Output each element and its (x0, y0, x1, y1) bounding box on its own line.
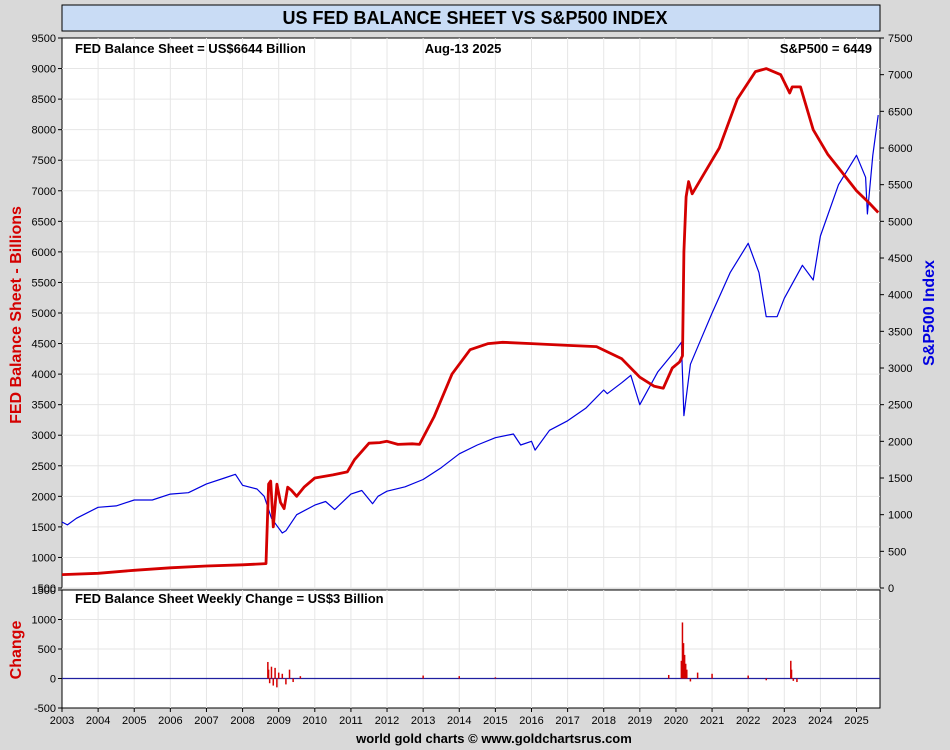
left-tick-label: 2000 (32, 491, 56, 503)
right-tick-label: 6500 (888, 106, 912, 118)
year-axis-ticks: 2003 2004 2005 2006 2007 2008 2009 2010 2011 2012… (50, 708, 869, 727)
right-tick-label: 7500 (888, 33, 912, 45)
right-tick-label: 2000 (888, 436, 912, 448)
year-tick-label: 2009 (266, 715, 290, 727)
change-tick-label: 1500 (32, 585, 56, 597)
change-axis-ticks: -500 0 500 1000 1500 (32, 585, 62, 715)
left-tick-label: 1500 (32, 522, 56, 534)
year-tick-label: 2007 (194, 715, 218, 727)
left-tick-label: 6000 (32, 247, 56, 259)
left-tick-label: 8500 (32, 94, 56, 106)
year-tick-label: 2013 (411, 715, 435, 727)
right-tick-label: 7000 (888, 70, 912, 82)
fed-series-line (61, 67, 880, 576)
right-tick-label: 3000 (888, 363, 912, 375)
year-tick-label: 2024 (808, 715, 832, 727)
left-tick-label: 9500 (32, 33, 56, 45)
year-tick-label: 2005 (122, 715, 146, 727)
right-tick-label: 5000 (888, 216, 912, 228)
footer-credit: world gold charts © www.goldchartsrus.co… (355, 731, 632, 746)
date-annotation: Aug-13 2025 (425, 41, 502, 56)
fed-value-annotation: FED Balance Sheet = US$6644 Billion (75, 41, 306, 56)
right-tick-label: 1500 (888, 473, 912, 485)
year-tick-label: 2012 (375, 715, 399, 727)
left-tick-label: 3500 (32, 400, 56, 412)
change-series (62, 622, 880, 688)
year-tick-label: 2003 (50, 715, 74, 727)
title-bar (61, 4, 881, 32)
year-tick-label: 2017 (555, 715, 579, 727)
left-tick-label: 5500 (32, 277, 56, 289)
right-tick-label: 3500 (888, 326, 912, 338)
year-tick-label: 2014 (447, 715, 471, 727)
year-tick-label: 2019 (628, 715, 652, 727)
left-axis-title: FED Balance Sheet - Billions (8, 206, 25, 424)
left-tick-label: 5000 (32, 308, 56, 320)
spx-value-annotation: S&P500 = 6449 (780, 41, 872, 56)
main-gridlines (62, 38, 880, 589)
year-tick-label: 2010 (303, 715, 327, 727)
right-tick-label: 4500 (888, 253, 912, 265)
year-tick-label: 2023 (772, 715, 796, 727)
chart-title: US FED BALANCE SHEET VS S&P500 INDEX (282, 8, 667, 28)
left-tick-label: 7500 (32, 155, 56, 167)
year-tick-label: 2006 (158, 715, 182, 727)
main-series (61, 67, 880, 576)
year-tick-label: 2022 (736, 715, 760, 727)
year-tick-label: 2018 (591, 715, 615, 727)
right-tick-label: 2500 (888, 400, 912, 412)
left-tick-label: 2500 (32, 461, 56, 473)
left-tick-label: 3000 (32, 430, 56, 442)
year-tick-label: 2025 (844, 715, 868, 727)
year-tick-label: 2008 (230, 715, 254, 727)
weekly-change-annotation: FED Balance Sheet Weekly Change = US$3 B… (75, 591, 384, 606)
left-tick-label: 500 (38, 583, 56, 595)
change-axis-title: Change (8, 621, 25, 680)
right-axis-title: S&P500 Index (921, 260, 938, 366)
change-tick-label: -500 (34, 703, 56, 715)
year-tick-label: 2016 (519, 715, 543, 727)
right-tick-label: 0 (888, 583, 894, 595)
spx-series-line (61, 115, 879, 534)
year-tick-label: 2011 (339, 715, 363, 727)
right-tick-label: 4000 (888, 290, 912, 302)
right-axis-ticks: 0 500 1000 1500 2000 2500 3000 3500 4000 4500 5000… (880, 33, 912, 595)
change-tick-label: 0 (50, 674, 56, 686)
year-tick-label: 2004 (86, 715, 110, 727)
right-tick-label: 6000 (888, 143, 912, 155)
left-axis-ticks: 500 1000 1500 2000 2500 3000 3500 4000 4500 5000 5… (32, 33, 62, 595)
year-tick-label: 2021 (700, 715, 724, 727)
change-tick-label: 1000 (32, 615, 56, 627)
left-tick-label: 1000 (32, 552, 56, 564)
left-tick-label: 6500 (32, 216, 56, 228)
left-tick-label: 7000 (32, 186, 56, 198)
year-tick-label: 2015 (483, 715, 507, 727)
year-tick-label: 2020 (664, 715, 688, 727)
left-tick-label: 4000 (32, 369, 56, 381)
left-tick-label: 9000 (32, 64, 56, 76)
right-tick-label: 1000 (888, 510, 912, 522)
right-tick-label: 500 (888, 546, 906, 558)
change-tick-label: 500 (38, 644, 56, 656)
left-tick-label: 4500 (32, 339, 56, 351)
right-tick-label: 5500 (888, 180, 912, 192)
left-tick-label: 8000 (32, 125, 56, 137)
